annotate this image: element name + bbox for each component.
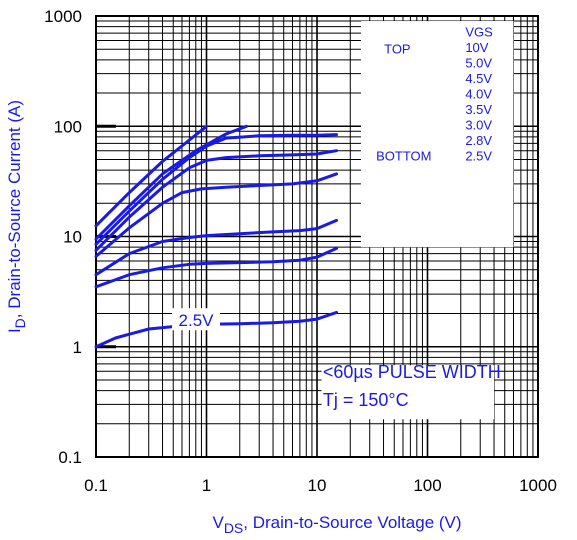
legend-entry: 10V (465, 40, 488, 55)
legend-entry: 4.5V (465, 71, 492, 86)
legend-entry: 3.0V (465, 118, 492, 133)
series-line-10v (94, 124, 208, 228)
x-tick-label: 100 (413, 476, 441, 495)
legend: VGS TOP BOTTOM 10V 5.0V 4.5V 4.0V 3.5V 3… (376, 25, 493, 164)
annotation-box (321, 365, 495, 420)
y-axis-label: ID, Drain-to-Source Current (A) (5, 100, 28, 333)
legend-header: VGS (465, 25, 493, 40)
y-tick-labels: 0.1 1 10 100 1000 (44, 7, 82, 467)
series-line-2-8v (94, 246, 338, 289)
x-tick-labels: 0.1 1 10 100 1000 (84, 476, 557, 495)
legend-top-label: TOP (384, 42, 411, 57)
y-tick-label: 1000 (44, 7, 82, 26)
y-tick-label: 10 (63, 228, 82, 247)
series-line-5-0v (94, 124, 248, 241)
y-axis-label-rest: , Drain-to-Source Current (A) (5, 100, 24, 318)
pulse-width-annotation: <60µs PULSE WIDTH (323, 362, 501, 382)
curve-label-2-5v: 2.5V (179, 311, 215, 330)
legend-bottom-label: BOTTOM (376, 149, 431, 164)
legend-entry: 5.0V (465, 56, 492, 71)
series-line-4-5v (94, 133, 338, 246)
legend-entry: 4.0V (465, 87, 492, 102)
x-tick-label: 0.1 (84, 476, 108, 495)
legend-entry: 2.5V (465, 149, 492, 164)
series-line-3-0v (94, 218, 338, 277)
series-line-3-5v (94, 172, 338, 258)
y-axis-label-main: I (5, 328, 24, 333)
x-tick-label: 10 (308, 476, 327, 495)
y-tick-label: 0.1 (58, 448, 82, 467)
x-tick-label: 1000 (519, 476, 557, 495)
series-curves (94, 124, 338, 349)
y-tick-label: 100 (54, 117, 82, 136)
y-tick-label: 1 (73, 338, 82, 357)
x-axis-label-main: V (212, 513, 224, 532)
x-axis-label-rest: , Drain-to-Source Voltage (V) (243, 513, 461, 532)
curve-label-background (172, 308, 221, 331)
legend-entry: 3.5V (465, 102, 492, 117)
plot-frame (95, 15, 539, 458)
y-axis-label-subscript: D (12, 318, 28, 328)
x-axis-label: VDS, Drain-to-Source Voltage (V) (212, 513, 461, 536)
x-tick-label: 1 (202, 476, 211, 495)
legend-box (360, 21, 514, 248)
series-line-2-5v (94, 310, 338, 349)
series-line-4-0v (94, 149, 338, 252)
temperature-annotation: Tj = 150°C (323, 390, 409, 410)
legend-entry: 2.8V (465, 133, 492, 148)
x-axis-label-subscript: DS (224, 520, 243, 536)
